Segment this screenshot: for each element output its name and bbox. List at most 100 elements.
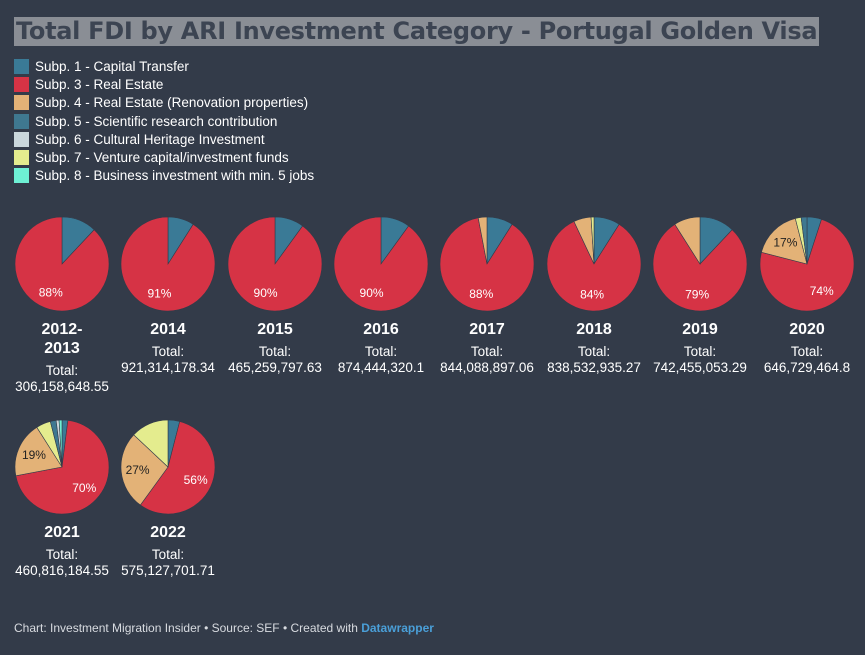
- legend-swatch: [14, 95, 29, 111]
- total-label: Total:: [151, 547, 185, 562]
- slice-percent-label: 84%: [580, 287, 604, 301]
- legend-swatch: [14, 131, 29, 147]
- legend-label: Subp. 8 - Business investment with min. …: [35, 168, 315, 184]
- legend-label: Subp. 3 - Real Estate: [35, 76, 164, 92]
- slice-percent-label: 70%: [72, 481, 96, 495]
- total-value: 874,444,320.1: [337, 360, 425, 375]
- slice-percent-label: 79%: [685, 287, 709, 301]
- pie-slice[interactable]: [590, 216, 595, 265]
- pie-chart-2014: 91% 2014 Total: 921,314,178.34: [115, 216, 221, 376]
- pie-slice[interactable]: [477, 216, 488, 265]
- total-value: 465,259,797.63: [228, 360, 322, 375]
- total-value: 742,455,053.29: [653, 360, 747, 375]
- chart-title: Total FDI by ARI Investment Category - P…: [14, 17, 820, 46]
- legend-label: Subp. 6 - Cultural Heritage Investment: [35, 131, 265, 147]
- total-label: Total:: [45, 363, 79, 378]
- total-label: Total:: [45, 547, 79, 562]
- pie-slice[interactable]: [800, 216, 808, 265]
- datawrapper-link[interactable]: Datawrapper: [361, 621, 434, 635]
- legend-item: Subp. 6 - Cultural Heritage Investment: [14, 130, 314, 148]
- pie-slice[interactable]: [58, 419, 63, 468]
- pie-chart-2015: 90% 2015 Total: 465,259,797.63: [222, 216, 328, 376]
- pie-chart-2016: 90% 2016 Total: 874,444,320.1: [328, 216, 434, 376]
- pie-year: 2012- 2013: [41, 321, 83, 357]
- pie-slice[interactable]: [333, 216, 429, 312]
- pie-year: 2018: [576, 321, 612, 338]
- total-label: Total:: [470, 344, 504, 359]
- pie-svg: 91%: [120, 216, 216, 312]
- pie-chart-2021: 70% 19% 2021 Total: 460,816,184.55: [9, 419, 115, 579]
- legend-item: Subp. 4 - Real Estate (Renovation proper…: [14, 94, 314, 112]
- pie-slice[interactable]: [14, 216, 110, 312]
- slice-percent-label: 88%: [469, 287, 493, 301]
- slice-percent-label: 74%: [810, 284, 834, 298]
- legend-label: Subp. 4 - Real Estate (Renovation proper…: [35, 95, 309, 111]
- total-value: 921,314,178.34: [121, 360, 215, 375]
- total-label: Total:: [790, 344, 824, 359]
- total-value: 646,729,464.8: [763, 360, 851, 375]
- slice-percent-label: 19%: [22, 448, 46, 462]
- slice-percent-label: 17%: [773, 235, 797, 249]
- pie-year: 2022: [150, 524, 186, 541]
- legend-swatch: [14, 113, 29, 129]
- pie-year: 2015: [257, 321, 293, 338]
- pie-slice[interactable]: [14, 426, 63, 477]
- legend-label: Subp. 5 - Scientific research contributi…: [35, 113, 278, 129]
- pie-chart-2012-2013: 88% 2012- 2013 Total: 306,158,648.55: [9, 216, 115, 395]
- total-label: Total:: [683, 344, 717, 359]
- pie-slice[interactable]: [761, 218, 808, 265]
- slice-percent-label: 90%: [254, 286, 278, 300]
- pie-chart-2019: 79% 2019 Total: 742,455,053.29: [647, 216, 753, 376]
- pie-slice[interactable]: [439, 217, 535, 312]
- legend-item: Subp. 8 - Business investment with min. …: [14, 167, 314, 185]
- legend-label: Subp. 1 - Capital Transfer: [35, 58, 189, 74]
- total-value: 844,088,897.06: [440, 360, 534, 375]
- pie-chart-2018: 84% 2018 Total: 838,532,935.27: [541, 216, 647, 376]
- total-label: Total:: [577, 344, 611, 359]
- total-value: 460,816,184.55: [15, 563, 109, 578]
- total-value: 306,158,648.55: [15, 379, 109, 394]
- legend-label: Subp. 7 - Venture capital/investment fun…: [35, 150, 289, 166]
- pie-svg: 90%: [333, 216, 429, 312]
- legend-swatch: [14, 58, 29, 74]
- pie-svg: 88%: [14, 216, 110, 312]
- total-value: 575,127,701.71: [121, 563, 215, 578]
- slice-percent-label: 91%: [147, 286, 171, 300]
- pie-year: 2021: [44, 524, 80, 541]
- slice-percent-label: 88%: [39, 285, 63, 299]
- footer-text: Chart: Investment Migration Insider • So…: [14, 621, 362, 635]
- pie-svg: 74% 17%: [759, 216, 855, 312]
- pie-slice[interactable]: [227, 216, 323, 312]
- pie-slice[interactable]: [652, 223, 748, 312]
- legend-item: Subp. 5 - Scientific research contributi…: [14, 112, 314, 130]
- pie-slice[interactable]: [120, 216, 216, 312]
- pie-year: 2017: [469, 321, 505, 338]
- total-label: Total:: [258, 344, 292, 359]
- pie-chart-2020: 74% 17% 2020 Total: 646,729,464.8: [754, 216, 860, 376]
- legend-item: Subp. 1 - Capital Transfer: [14, 57, 314, 75]
- pie-slice[interactable]: [139, 421, 216, 515]
- slice-percent-label: 56%: [184, 473, 208, 487]
- legend-swatch: [14, 150, 29, 166]
- pie-slice[interactable]: [133, 419, 169, 468]
- pie-svg: 84%: [546, 216, 642, 312]
- pie-chart-2022: 56% 27% 2022 Total: 575,127,701.71: [115, 419, 221, 579]
- pie-svg: 70% 19%: [14, 419, 110, 515]
- pie-slice[interactable]: [759, 218, 855, 312]
- pie-slice[interactable]: [674, 216, 701, 266]
- footer: Chart: Investment Migration Insider • So…: [14, 621, 434, 635]
- pie-year: 2016: [363, 321, 399, 338]
- legend: Subp. 1 - Capital Transfer Subp. 3 - Real…: [14, 57, 314, 185]
- legend-item: Subp. 3 - Real Estate: [14, 75, 314, 93]
- pie-chart-2017: 88% 2017 Total: 844,088,897.06: [434, 216, 540, 376]
- legend-swatch: [14, 168, 29, 184]
- pie-year: 2019: [682, 321, 718, 338]
- legend-swatch: [14, 76, 29, 92]
- pie-year: 2020: [789, 321, 825, 338]
- pie-year: 2014: [150, 321, 186, 338]
- pie-slice[interactable]: [120, 434, 169, 506]
- pie-svg: 90%: [227, 216, 323, 312]
- pie-svg: 88%: [439, 216, 535, 312]
- pie-svg: 79%: [652, 216, 748, 312]
- pie-slice[interactable]: [546, 221, 642, 312]
